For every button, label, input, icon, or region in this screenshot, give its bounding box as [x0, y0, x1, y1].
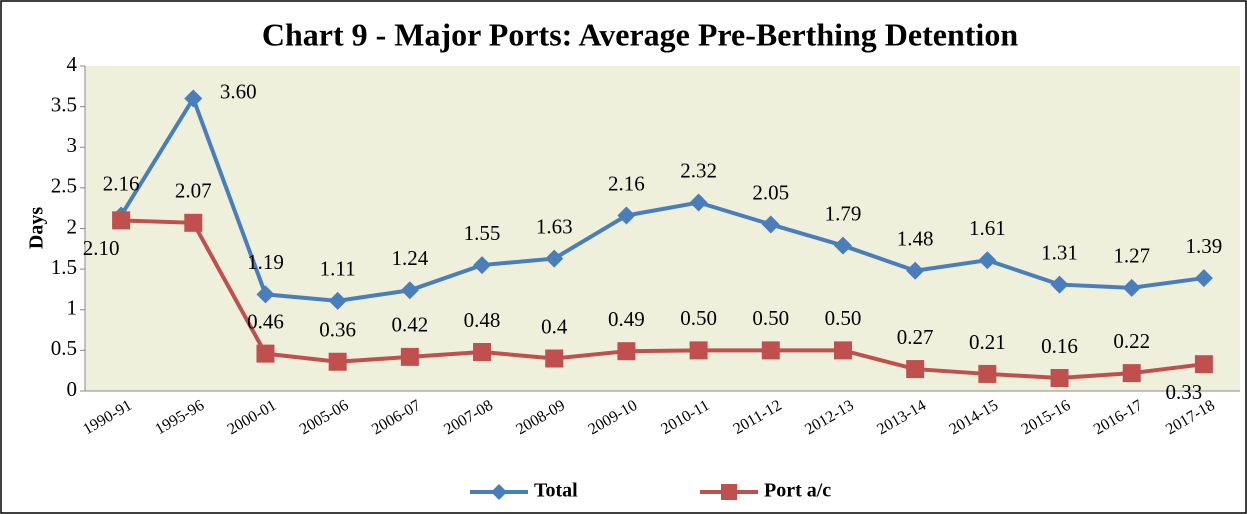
data-label: 1.79 — [825, 201, 862, 225]
data-point — [761, 215, 780, 234]
data-point — [328, 352, 347, 371]
y-tick-label: 4 — [67, 52, 78, 76]
data-point — [689, 193, 708, 212]
data-point — [833, 236, 852, 255]
y-tick-label: 1 — [67, 296, 78, 320]
data-label: 2.32 — [680, 158, 717, 182]
data-point — [545, 349, 564, 368]
data-point — [1050, 275, 1069, 294]
data-label: 0.42 — [391, 313, 428, 337]
data-label: 0.33 — [1166, 380, 1203, 404]
data-label: 3.60 — [220, 79, 257, 103]
data-point — [906, 261, 925, 280]
data-point — [545, 249, 564, 268]
data-point — [1194, 355, 1213, 374]
plot-area — [85, 66, 1240, 391]
data-point — [906, 360, 925, 379]
legend-label: Port a/c — [764, 480, 831, 502]
data-point — [184, 213, 203, 232]
chart-title: Chart 9 - Major Ports: Average Pre-Berth… — [262, 16, 1018, 52]
y-axis-label: Days — [26, 207, 48, 249]
data-label: 2.05 — [752, 180, 789, 204]
y-tick-label: 0.5 — [51, 336, 77, 360]
data-point — [184, 89, 203, 108]
data-label: 1.48 — [897, 227, 934, 251]
legend-label: Total — [534, 480, 578, 502]
data-label: 2.16 — [608, 171, 645, 195]
data-label: 0.48 — [464, 308, 501, 332]
data-point — [978, 364, 997, 383]
data-label: 0.50 — [752, 306, 789, 330]
data-label: 0.27 — [897, 325, 934, 349]
data-point — [400, 281, 419, 300]
data-label: 2.07 — [175, 179, 212, 203]
data-label: 1.39 — [1186, 234, 1223, 258]
series-line — [119, 93, 1205, 303]
data-label: 1.11 — [320, 257, 356, 281]
data-point — [617, 206, 636, 225]
y-tick-label: 2 — [67, 214, 78, 238]
data-point — [833, 341, 852, 360]
data-point — [761, 341, 780, 360]
y-tick-label: 3 — [67, 133, 78, 157]
data-point — [473, 343, 492, 361]
data-point — [978, 251, 997, 270]
data-label: 0.49 — [608, 307, 645, 331]
data-label: 0.46 — [247, 309, 284, 333]
data-point — [400, 347, 419, 366]
data-label: 1.19 — [247, 250, 284, 274]
data-point — [256, 285, 275, 304]
data-label: 0.50 — [825, 306, 862, 330]
data-label: 1.63 — [536, 214, 573, 238]
data-label: 1.31 — [1041, 240, 1078, 264]
y-tick-label: 3.5 — [51, 92, 77, 116]
data-point — [112, 211, 131, 230]
data-point — [1122, 364, 1141, 383]
data-point — [1050, 369, 1069, 387]
data-point — [689, 341, 708, 360]
data-label: 2.16 — [103, 171, 140, 195]
legend-marker — [721, 484, 737, 500]
data-label: 0.36 — [319, 318, 356, 342]
data-point — [1194, 269, 1213, 288]
series-line — [121, 218, 1205, 381]
y-tick-label: 0 — [67, 377, 78, 401]
data-label: 1.61 — [969, 216, 1006, 240]
data-point — [256, 344, 275, 363]
data-label: 0.22 — [1113, 329, 1150, 353]
data-point — [1122, 278, 1141, 297]
data-label: 2.10 — [83, 236, 120, 260]
data-point — [473, 256, 492, 275]
y-tick-label: 2.5 — [51, 174, 77, 198]
legend-marker — [491, 484, 507, 500]
data-label: 0.16 — [1041, 334, 1078, 358]
data-label: 1.27 — [1113, 244, 1150, 268]
data-label: 1.24 — [391, 246, 428, 270]
data-label: 0.4 — [541, 314, 568, 338]
y-tick-label: 1.5 — [51, 255, 77, 279]
data-label: 1.55 — [464, 221, 501, 245]
data-point — [617, 342, 636, 361]
data-point — [328, 291, 347, 310]
data-label: 0.21 — [969, 330, 1006, 354]
data-label: 0.50 — [680, 306, 717, 330]
